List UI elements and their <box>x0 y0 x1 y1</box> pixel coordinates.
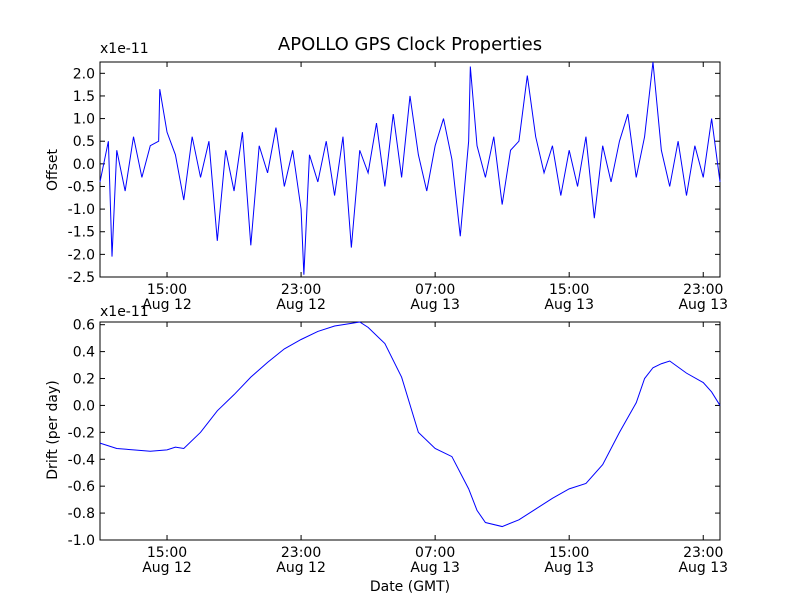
drift-x-tick-date: Aug 12 <box>142 560 192 576</box>
drift-y-tick-label: -1.0 <box>68 533 95 549</box>
offset-y-tick-label: -0.5 <box>68 179 95 195</box>
drift-x-tick-date: Aug 13 <box>544 560 594 576</box>
drift-y-tick-label: 0.2 <box>73 372 95 388</box>
drift-y-tick-label: -0.8 <box>68 506 95 522</box>
drift-y-label: Drift (per day) <box>45 380 61 479</box>
drift-x-tick-date: Aug 13 <box>678 560 728 576</box>
drift-y-tick-label: 0.6 <box>73 318 95 334</box>
drift-y-tick-label: 0.0 <box>73 398 95 414</box>
offset-x-tick-date: Aug 13 <box>678 297 728 313</box>
drift-y-multiplier: x1e-11 <box>100 304 149 320</box>
offset-x-tick-time: 23:00 <box>281 282 321 298</box>
offset-panel: -2.5 -2.0 -1.5 -1.0 -0.5 0.0 0.5 1.0 1.5 2.0 15:0… <box>45 41 728 313</box>
offset-series-line <box>99 61 721 275</box>
drift-series-line <box>99 321 721 528</box>
drift-x-tick-time: 23:00 <box>281 545 321 561</box>
drift-y-tick-label: -0.2 <box>68 425 95 441</box>
offset-y-ticks: -2.5 -2.0 -1.5 -1.0 -0.5 0.0 0.5 1.0 1.5 2.0 <box>68 66 720 286</box>
offset-y-tick-label: 0.0 <box>73 157 95 173</box>
chart-title: APOLLO GPS Clock Properties <box>278 34 542 55</box>
offset-y-tick-label: 0.5 <box>73 134 95 150</box>
drift-y-tick-label: -0.6 <box>68 479 95 495</box>
offset-x-tick-time: 15:00 <box>549 282 589 298</box>
drift-x-tick-time: 15:00 <box>147 545 187 561</box>
offset-x-tick-time: 23:00 <box>683 282 723 298</box>
drift-x-tick-date: Aug 13 <box>410 560 460 576</box>
drift-plot-area <box>99 321 721 541</box>
offset-y-tick-label: 1.0 <box>73 112 95 128</box>
drift-y-tick-label: 0.4 <box>73 345 95 361</box>
offset-y-tick-label: -2.5 <box>68 270 95 286</box>
offset-y-multiplier: x1e-11 <box>100 41 149 57</box>
offset-x-tick-date: Aug 13 <box>544 297 594 313</box>
offset-plot-area <box>99 61 721 278</box>
drift-y-tick-label: -0.4 <box>68 452 95 468</box>
offset-y-label: Offset <box>45 148 61 191</box>
offset-y-tick-label: -2.0 <box>68 247 95 263</box>
offset-y-tick-label: -1.5 <box>68 225 95 241</box>
offset-x-tick-time: 07:00 <box>415 282 455 298</box>
offset-y-tick-label: 2.0 <box>73 66 95 82</box>
offset-y-tick-label: -1.0 <box>68 202 95 218</box>
offset-y-tick-label: 1.5 <box>73 89 95 105</box>
drift-x-tick-date: Aug 12 <box>276 560 326 576</box>
drift-x-tick-time: 07:00 <box>415 545 455 561</box>
offset-x-tick-date: Aug 13 <box>410 297 460 313</box>
offset-x-tick-time: 15:00 <box>147 282 187 298</box>
drift-x-label: Date (GMT) <box>370 579 450 595</box>
drift-y-ticks: -1.0 -0.8 -0.6 -0.4 -0.2 0.0 0.2 0.4 0.6 <box>68 318 720 549</box>
offset-x-tick-date: Aug 12 <box>142 297 192 313</box>
drift-x-tick-time: 15:00 <box>549 545 589 561</box>
offset-x-tick-date: Aug 12 <box>276 297 326 313</box>
drift-panel: -1.0-0.8-0.6-0.4-0.20.00.20.40.6 15:00Au… <box>45 304 728 595</box>
drift-x-tick-time: 23:00 <box>683 545 723 561</box>
